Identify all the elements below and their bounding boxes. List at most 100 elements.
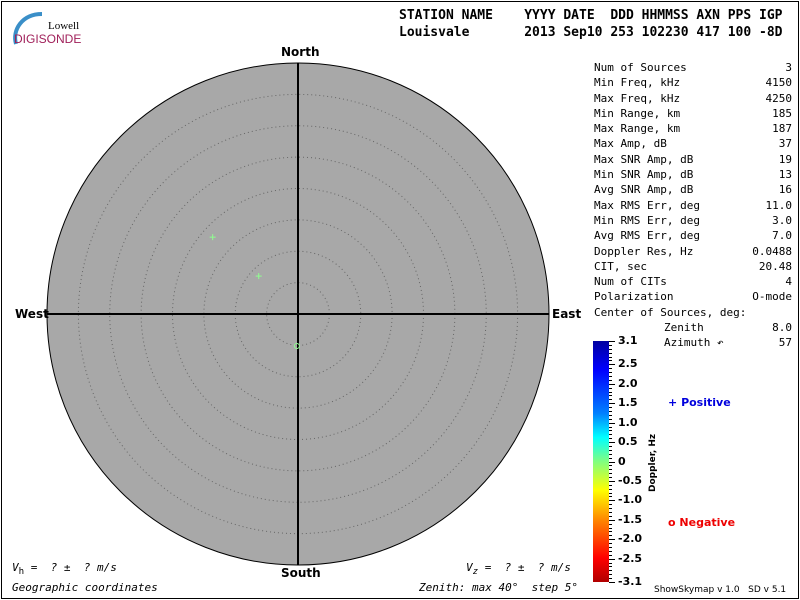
- colorbar-minor-tick: [609, 515, 612, 517]
- east-label: East: [552, 307, 582, 321]
- colorbar-minor-tick: [609, 391, 612, 393]
- colorbar-minor-tick: [609, 356, 612, 358]
- stat-value: 3: [785, 61, 792, 74]
- stats-panel: Num of Sources 3 Min Freq, kHz 4150 Max Freq…: [594, 60, 792, 351]
- stat-value: 4150: [765, 76, 793, 90]
- colorbar-tick-label: -1.5: [618, 512, 643, 526]
- colorbar-minor-tick: [609, 562, 612, 564]
- center-azimuth-label: Azimuth ↶: [664, 336, 724, 350]
- stat-row: Doppler Res, Hz 0.0488: [594, 244, 792, 259]
- colorbar-tick: [609, 403, 615, 405]
- colorbar-tick-label: 0.5: [618, 435, 638, 449]
- doppler-colorbar: [593, 341, 609, 582]
- colorbar-minor-tick: [609, 457, 612, 459]
- header-values: Louisvale 2013 Sep10 253 102230 417 100 …: [399, 25, 783, 40]
- colorbar-minor-tick: [609, 348, 612, 350]
- vz-value: = ? ± ? m/s: [478, 561, 571, 574]
- stat-label: Num of CITs: [594, 275, 667, 289]
- colorbar-minor-tick: [609, 547, 612, 549]
- colorbar-minor-tick: [609, 360, 612, 362]
- stat-value: 185: [772, 106, 792, 120]
- stat-label: Doppler Res, Hz: [594, 244, 694, 258]
- stat-label: Max SNR Amp, dB: [594, 152, 694, 166]
- colorbar-tick: [609, 480, 615, 482]
- colorbar-minor-tick: [609, 442, 612, 444]
- logo: Lowell DIGISONDE: [10, 10, 90, 48]
- stat-label: Max Range, km: [594, 122, 681, 136]
- stat-value: 3.0: [772, 213, 792, 227]
- center-zenith-label: Zenith: [664, 321, 704, 335]
- colorbar-minor-tick: [609, 469, 612, 471]
- colorbar-minor-tick: [609, 387, 612, 389]
- stat-row: Min Range, km 185: [594, 106, 792, 121]
- stat-label: Avg SNR Amp, dB: [594, 183, 694, 197]
- stat-value: O-mode: [752, 290, 792, 304]
- stat-row: Max Freq, kHz 4250: [594, 91, 792, 106]
- colorbar-tick: [609, 461, 615, 463]
- colorbar-minor-tick: [609, 461, 612, 463]
- colorbar-tick-label: 2.5: [618, 357, 638, 371]
- colorbar-minor-tick: [609, 364, 612, 366]
- circle-icon: o: [668, 516, 676, 529]
- source-circle-marker: [293, 342, 300, 349]
- stat-row: Num of CITs 4: [594, 274, 792, 289]
- stat-value: 16: [778, 183, 792, 197]
- stat-row: Max SNR Amp, dB 19: [594, 152, 792, 167]
- stat-value: 13: [778, 168, 792, 182]
- center-title-label: Center of Sources, deg:: [594, 305, 747, 319]
- stat-row: Min Freq, kHz 4150: [594, 75, 792, 90]
- colorbar-minor-tick: [609, 414, 612, 416]
- colorbar-minor-tick: [609, 531, 612, 533]
- colorbar-minor-tick: [609, 465, 612, 467]
- colorbar-tick: [609, 500, 615, 502]
- version-label: ShowSkymap v 1.0 SD v 5.1: [654, 585, 787, 595]
- colorbar-minor-tick: [609, 539, 612, 541]
- stat-row: Min RMS Err, deg 3.0: [594, 213, 792, 228]
- vh-readout: Vh = ? ± ? m/s: [12, 561, 117, 577]
- colorbar-tick: [609, 539, 615, 541]
- stat-row: Max Range, km 187: [594, 121, 792, 136]
- colorbar-minor-tick: [609, 399, 612, 401]
- colorbar-minor-tick: [609, 410, 612, 412]
- stat-label: Min SNR Amp, dB: [594, 168, 694, 182]
- colorbar-minor-tick: [609, 368, 612, 370]
- colorbar-minor-tick: [609, 438, 612, 440]
- colorbar-minor-tick: [609, 445, 612, 447]
- colorbar-minor-tick: [609, 434, 612, 436]
- stat-row: Polarization O-mode: [594, 289, 792, 304]
- west-label: West: [15, 307, 49, 321]
- colorbar-tick-label: 0: [618, 454, 626, 468]
- colorbar-minor-tick: [609, 578, 612, 580]
- colorbar-minor-tick: [609, 375, 612, 377]
- colorbar-tick-label: 1.0: [618, 415, 638, 429]
- south-label: South: [281, 566, 321, 580]
- colorbar-tick-label: -2.0: [618, 532, 643, 546]
- stat-label: CIT, sec: [594, 259, 647, 273]
- colorbar-minor-tick: [609, 496, 612, 498]
- colorbar-minor-tick: [609, 403, 612, 405]
- colorbar-minor-tick: [609, 582, 612, 583]
- colorbar-tick-label: -3.1: [618, 575, 643, 588]
- source-plus-marker: [255, 273, 262, 280]
- colorbar-minor-tick: [609, 512, 612, 514]
- colorbar-tick: [609, 383, 615, 385]
- stat-value: 4: [785, 275, 792, 289]
- colorbar-minor-tick: [609, 543, 612, 545]
- colorbar-minor-tick: [609, 488, 612, 490]
- colorbar-title: Doppler, Hz: [648, 433, 658, 492]
- colorbar-tick: [609, 558, 615, 560]
- legend-negative: o Negative: [668, 516, 735, 529]
- logo-arc-icon: [13, 12, 43, 45]
- colorbar-minor-tick: [609, 570, 612, 572]
- colorbar-minor-tick: [609, 449, 612, 451]
- colorbar-minor-tick: [609, 344, 612, 346]
- colorbar-minor-tick: [609, 508, 612, 510]
- plus-icon: +: [668, 396, 678, 409]
- stat-value: 20.48: [758, 259, 792, 273]
- vz-readout: Vz = ? ± ? m/s: [466, 561, 571, 577]
- stat-row: Max Amp, dB 37: [594, 136, 792, 151]
- colorbar-tick-label: 3.1: [618, 334, 638, 347]
- logo-digisonde: DIGISONDE: [14, 32, 82, 46]
